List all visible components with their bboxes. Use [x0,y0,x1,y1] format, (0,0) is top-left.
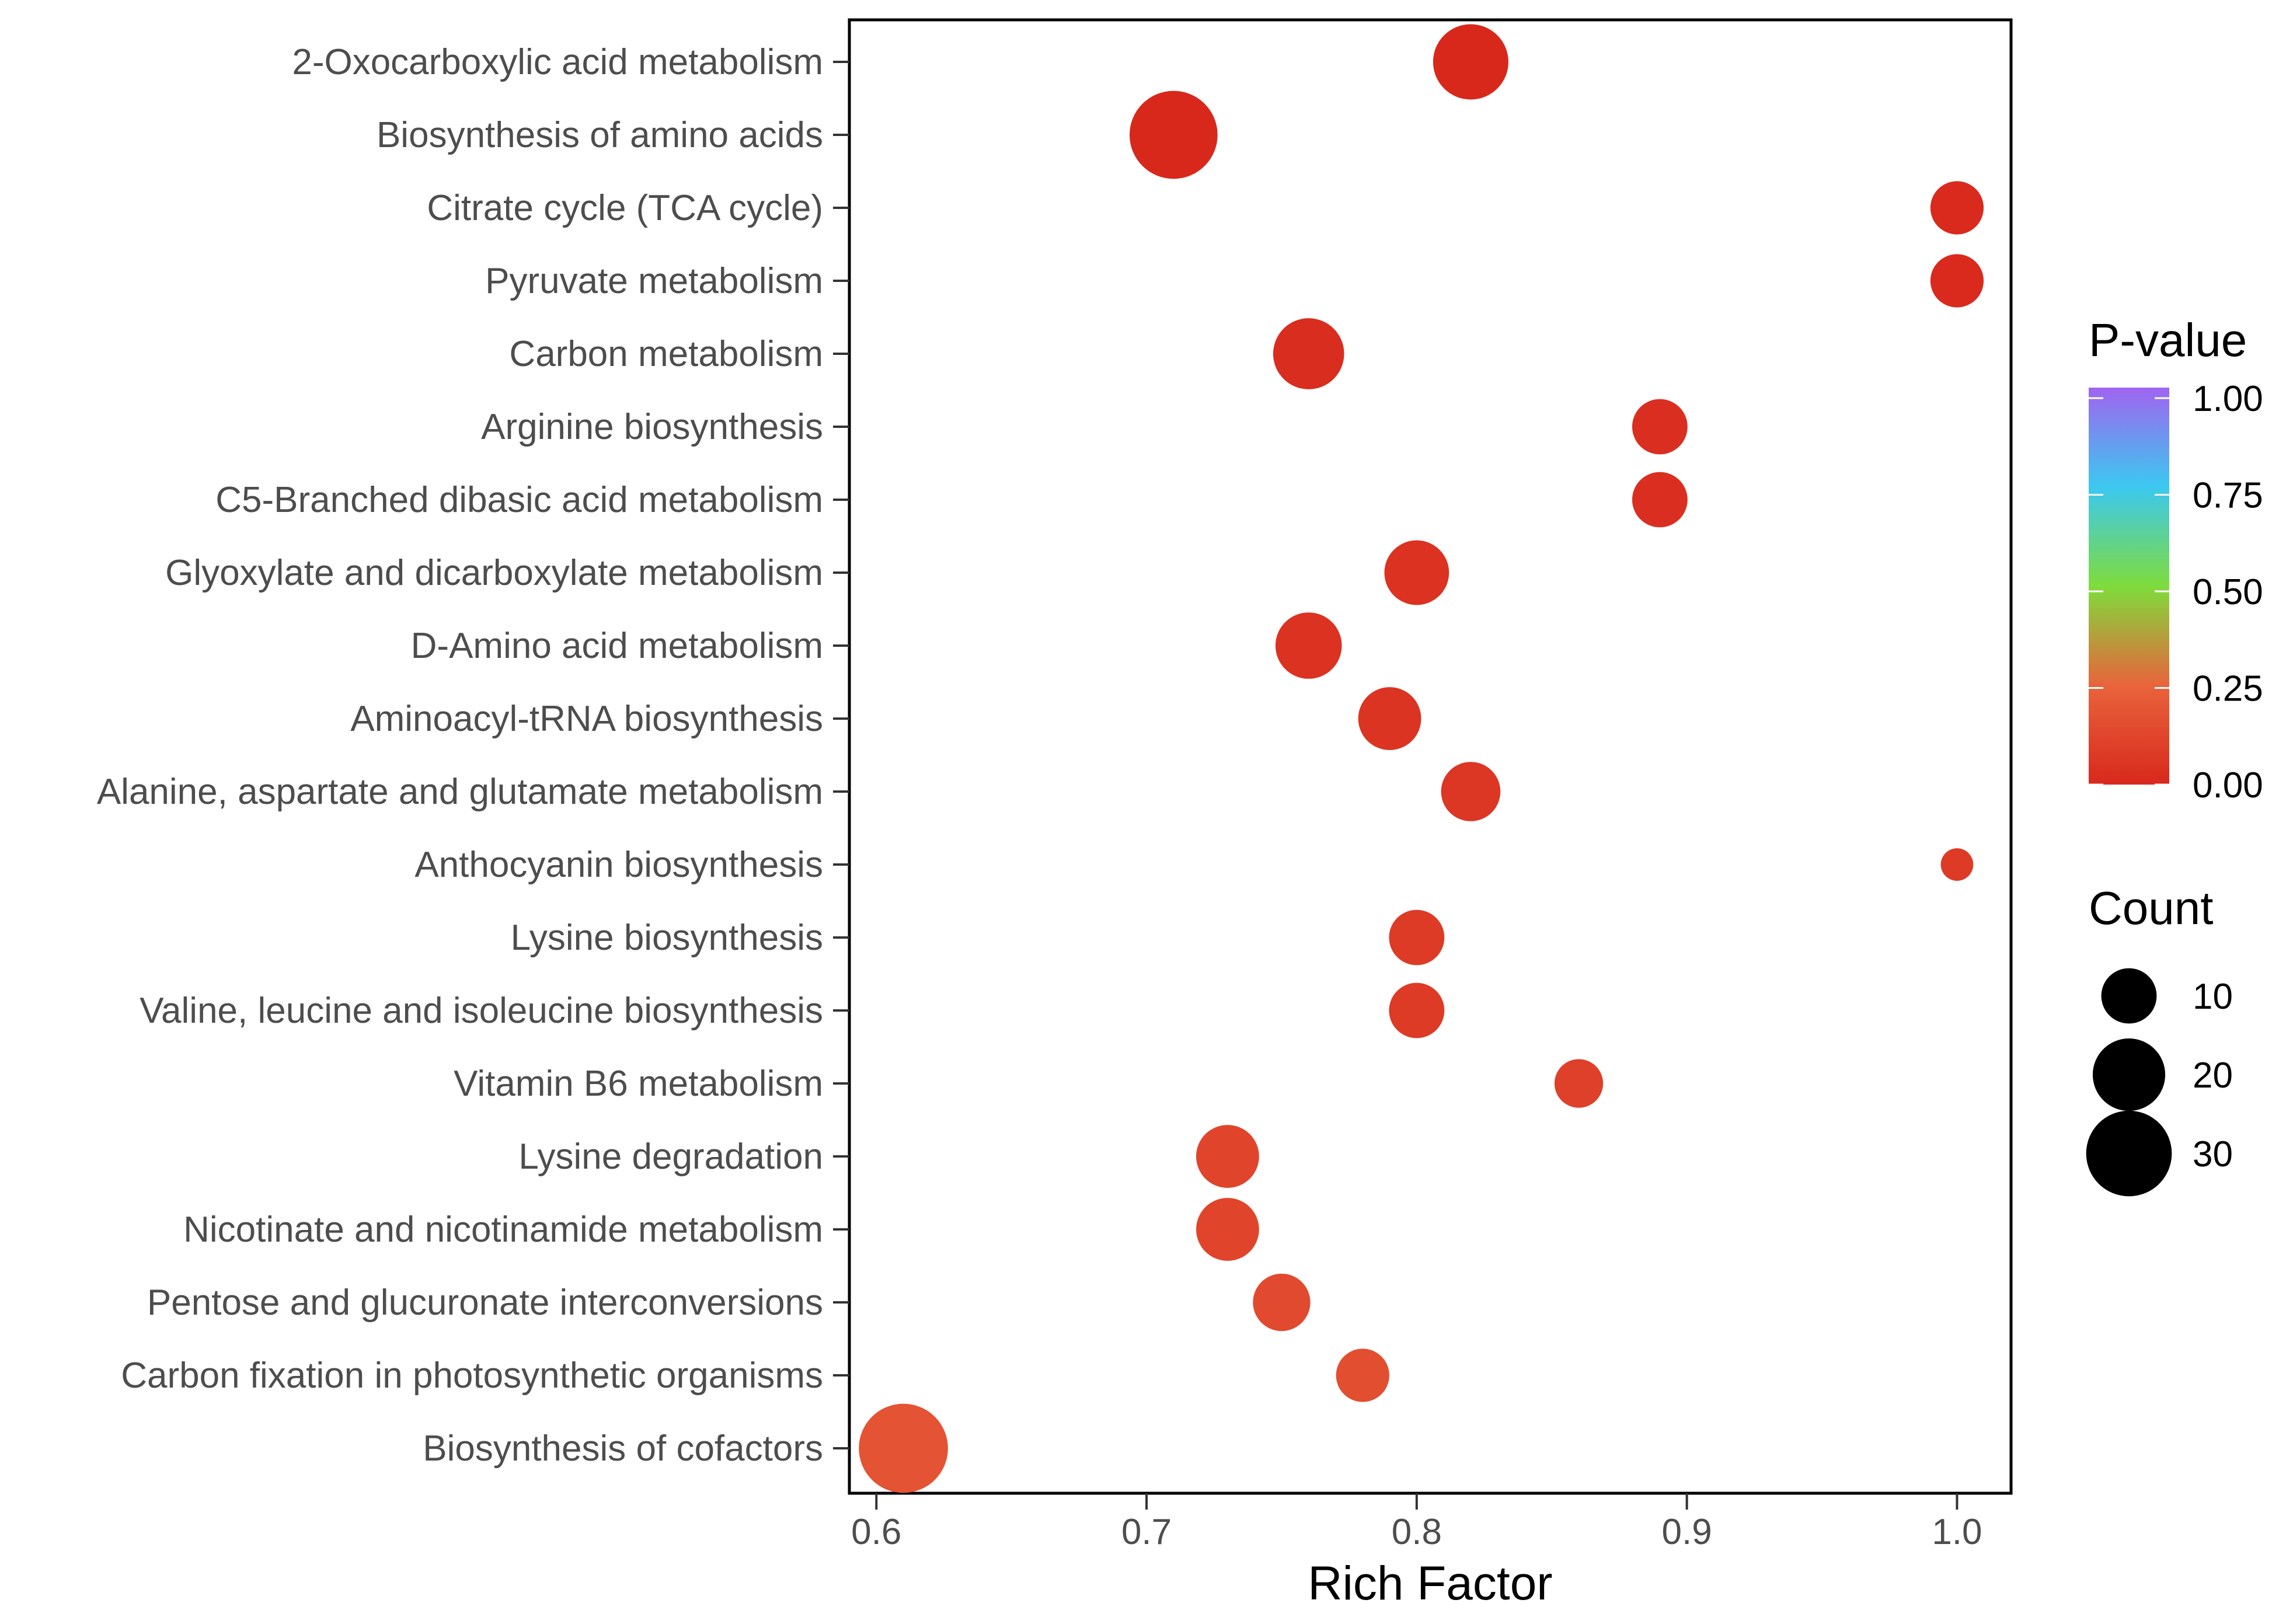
y-tick-label: Arginine biosynthesis [481,407,823,447]
y-tick-label: 2-Oxocarboxylic acid metabolism [292,42,823,82]
p-value-legend: P-value 1.00 0.75 0.50 0.25 0.00 [2089,314,2263,806]
data-point [1389,982,1445,1038]
data-point [1930,254,1984,308]
data-point [1632,472,1688,528]
count-legend-label: 10 [2193,977,2233,1017]
y-tick-label: Pentose and glucuronate interconversions [147,1283,823,1323]
data-point [1384,540,1449,605]
count-legend-title: Count [2089,882,2213,934]
data-point [1273,318,1344,389]
data-point [1253,1273,1311,1332]
colorbar-tick-label: 0.25 [2193,669,2263,709]
data-point [1389,909,1445,966]
x-tick-label: 0.6 [851,1512,901,1552]
data-point [1554,1059,1604,1108]
count-legend-label: 20 [2193,1055,2233,1096]
data-points [859,24,1984,1493]
y-tick-label: Lysine biosynthesis [511,918,823,958]
y-tick-label: Citrate cycle (TCA cycle) [427,188,823,228]
p-value-colorbar [2089,388,2169,785]
y-tick-label: Vitamin B6 metabolism [454,1064,823,1104]
x-tick-label: 1.0 [1932,1512,1982,1552]
data-point [1632,399,1688,455]
colorbar-tick-label: 0.00 [2193,765,2263,806]
colorbar-tick-label: 0.75 [2193,476,2263,516]
colorbar-tick-label: 0.50 [2193,572,2263,612]
data-point [1940,848,1974,881]
y-tick-label: Biosynthesis of amino acids [377,115,823,155]
x-tick-label: 0.9 [1662,1512,1712,1552]
y-axis-labels: 2-Oxocarboxylic acid metabolism Biosynthe… [97,42,823,1469]
y-tick-label: C5-Branched dibasic acid metabolism [215,480,823,520]
count-legend-label: 30 [2193,1134,2233,1175]
count-legend: Count 10 20 30 [2086,882,2233,1197]
data-point [1275,612,1342,679]
y-tick-label: D-Amino acid metabolism [411,626,823,666]
data-point [1930,181,1984,235]
plot-panel [848,18,2013,1495]
y-tick-label: Biosynthesis of cofactors [423,1428,823,1469]
y-tick-label: Glyoxylate and dicarboxylate metabolism [165,553,823,593]
data-point [1196,1125,1259,1188]
x-tick-label: 0.7 [1121,1512,1172,1552]
data-point [1129,90,1218,179]
y-tick-label: Anthocyanin biosynthesis [414,845,823,885]
x-axis-title: Rich Factor [1308,1557,1552,1610]
y-tick-label: Nicotinate and nicotinamide metabolism [183,1210,823,1250]
x-axis-ticks: 0.6 0.7 0.8 0.9 1.0 [851,1493,1982,1552]
p-value-legend-title: P-value [2089,314,2247,366]
data-point [1196,1198,1259,1261]
data-point [1433,24,1508,100]
colorbar-tick-label: 1.00 [2193,379,2263,419]
y-tick-label: Carbon metabolism [509,334,823,374]
x-tick-label: 0.8 [1392,1512,1442,1552]
y-tick-label: Carbon fixation in photosynthetic organi… [121,1355,823,1396]
count-legend-marker [2086,1110,2172,1197]
data-point [1336,1348,1389,1402]
colorbar-ticks: 1.00 0.75 0.50 0.25 0.00 [2089,379,2263,806]
count-legend-marker [2101,968,2157,1024]
data-point [859,1403,948,1493]
y-tick-label: Alanine, aspartate and glutamate metabol… [97,772,823,812]
count-legend-marker [2092,1038,2166,1111]
y-tick-label: Pyruvate metabolism [485,261,823,301]
y-tick-label: Aminoacyl-tRNA biosynthesis [350,699,823,739]
y-tick-label: Lysine degradation [518,1137,823,1177]
y-tick-label: Valine, leucine and isoleucine biosynthe… [140,991,823,1031]
data-point [1441,762,1501,821]
count-legend-items: 10 20 30 [2086,968,2233,1197]
y-axis-ticks [833,61,849,1449]
data-point [1358,687,1421,750]
